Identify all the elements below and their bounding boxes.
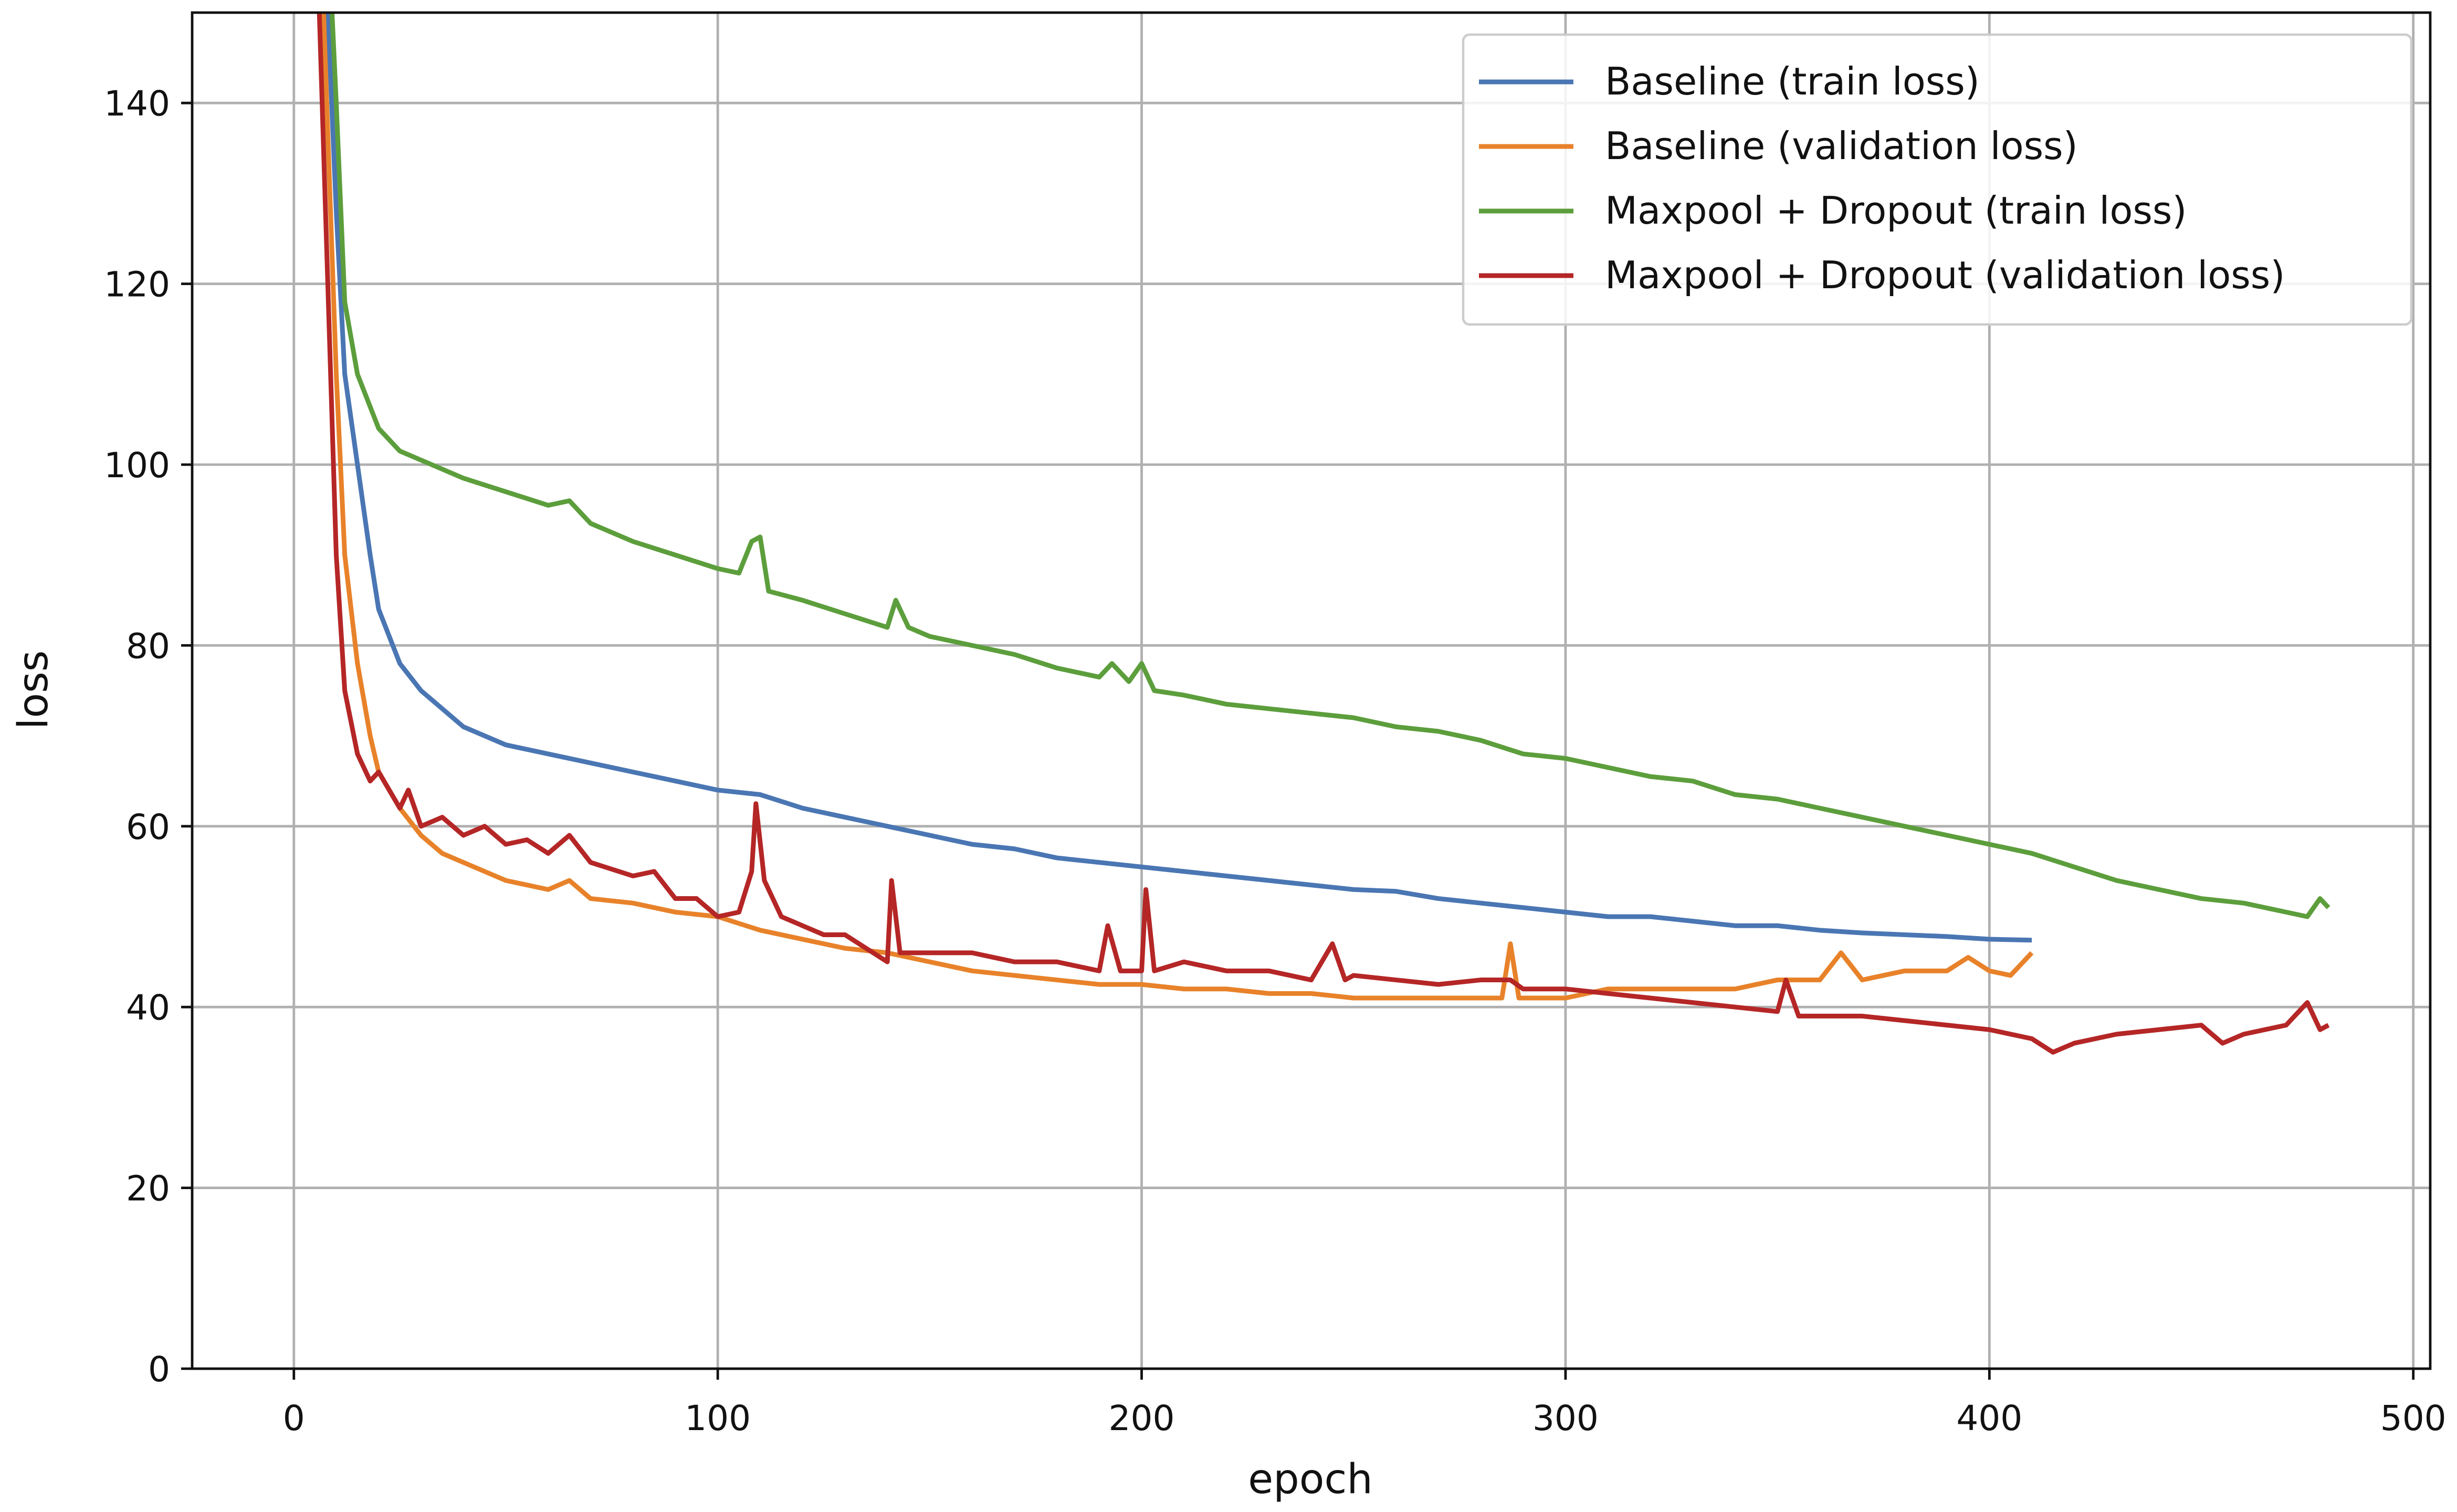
y-tick-label: 20 <box>126 1169 170 1209</box>
plot-frame <box>191 11 2432 1370</box>
series-line <box>325 13 2032 943</box>
plot-lines <box>317 13 2330 1055</box>
y-tick-label: 40 <box>126 988 170 1028</box>
series-line <box>329 13 2330 919</box>
legend-label: Maxpool + Dropout (validation loss) <box>1605 253 2285 297</box>
x-axis-label: epoch <box>1248 1456 1373 1503</box>
x-tick-label: 400 <box>1956 1398 2022 1438</box>
x-tick-label: 0 <box>283 1398 305 1438</box>
legend: Baseline (train loss) Baseline (validatio… <box>1462 33 2413 326</box>
legend-label: Baseline (train loss) <box>1605 59 1980 103</box>
legend-label: Maxpool + Dropout (train loss) <box>1605 188 2187 233</box>
x-tick-label: 100 <box>685 1398 751 1438</box>
y-tick-label: 120 <box>104 265 170 305</box>
grid <box>192 13 2430 1370</box>
y-tick-label: 80 <box>126 626 170 666</box>
y-tick-label: 0 <box>148 1349 170 1390</box>
x-tick-label: 500 <box>2380 1398 2446 1438</box>
legend-label: Baseline (validation loss) <box>1605 124 2078 168</box>
ticks: 0 100 200 300 400 500 0 20 40 60 80 100 120 140 <box>104 83 2446 1438</box>
y-axis-label: loss <box>10 650 57 730</box>
y-tick-label: 140 <box>104 83 170 124</box>
y-tick-label: 100 <box>104 445 170 486</box>
series-line <box>321 13 2034 1001</box>
y-tick-label: 60 <box>126 807 170 847</box>
x-tick-label: 300 <box>1532 1398 1599 1438</box>
legend-box <box>1462 33 2413 326</box>
series-line <box>317 13 2330 1055</box>
x-tick-label: 200 <box>1109 1398 1175 1438</box>
